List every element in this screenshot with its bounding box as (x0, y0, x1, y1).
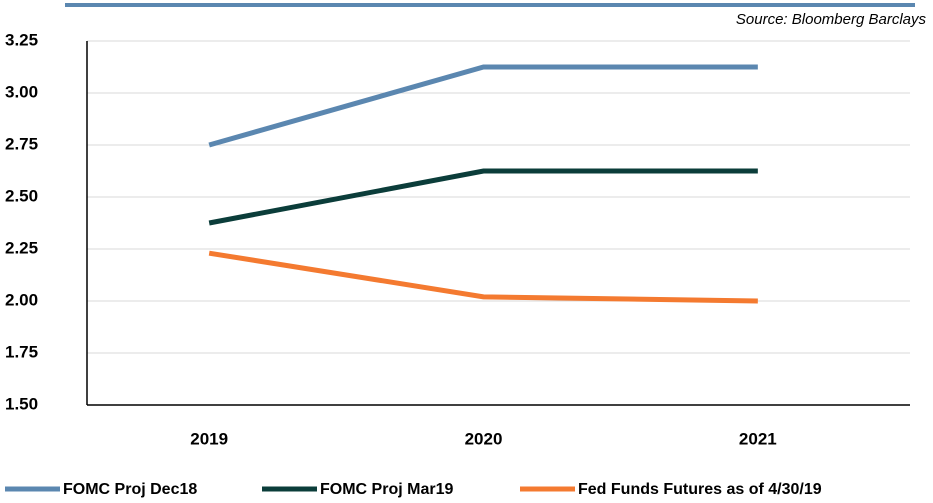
x-tick-label: 2021 (739, 429, 777, 448)
legend-label: FOMC Proj Mar19 (320, 481, 453, 498)
x-tick-label: 2019 (190, 429, 228, 448)
y-tick-label: 3.25 (5, 30, 38, 49)
y-tick-label: 2.50 (5, 186, 38, 205)
y-tick-label: 2.25 (5, 238, 38, 257)
y-tick-label: 2.75 (5, 134, 38, 153)
legend-label: FOMC Proj Dec18 (63, 481, 197, 498)
y-tick-label: 2.00 (5, 290, 38, 309)
series-line (208, 250, 758, 304)
source-note: Source: Bloomberg Barclays (736, 11, 927, 28)
y-tick-label: 1.75 (5, 342, 38, 361)
y-tick-label: 3.00 (5, 82, 38, 101)
legend-label: Fed Funds Futures as of 4/30/19 (578, 481, 822, 498)
y-tick-label: 1.50 (5, 394, 38, 413)
x-tick-label: 2020 (465, 429, 503, 448)
series-line (208, 168, 758, 226)
series-line (208, 64, 758, 148)
